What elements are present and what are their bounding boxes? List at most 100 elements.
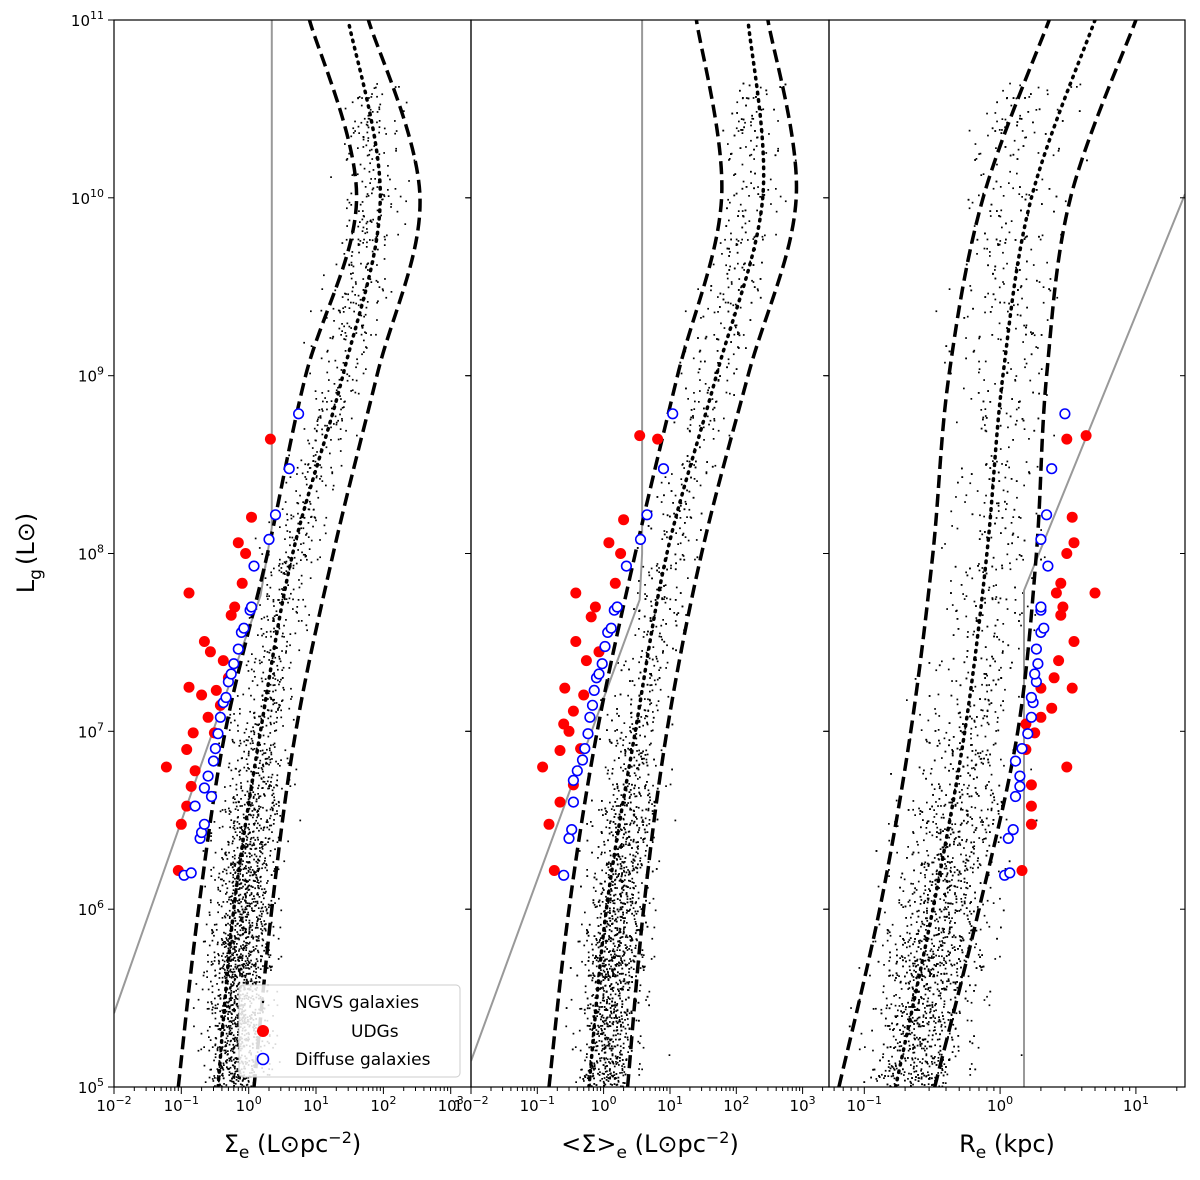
ngvs-point — [339, 428, 342, 430]
ngvs-point — [219, 890, 222, 892]
ngvs-point — [611, 884, 614, 886]
ngvs-point — [297, 549, 299, 551]
ngvs-point — [292, 564, 295, 567]
ngvs-point — [596, 1005, 599, 1007]
ngvs-point — [625, 866, 628, 868]
ngvs-point — [361, 180, 364, 183]
ngvs-point — [267, 698, 269, 700]
ngvs-point — [360, 104, 363, 107]
ngvs-point — [606, 958, 608, 961]
ngvs-point — [586, 939, 588, 942]
ngvs-point — [615, 745, 618, 747]
ngvs-point — [246, 886, 249, 889]
ngvs-point — [242, 929, 244, 931]
ngvs-point — [243, 946, 245, 949]
ngvs-point — [376, 111, 379, 113]
ngvs-point — [250, 747, 253, 750]
ngvs-point — [712, 428, 715, 430]
ngvs-point — [263, 752, 265, 755]
ngvs-point — [623, 763, 625, 765]
ngvs-point — [235, 946, 237, 948]
ngvs-point — [732, 304, 735, 307]
ngvs-point — [236, 1037, 238, 1039]
ngvs-point — [601, 1044, 604, 1047]
ngvs-point — [232, 991, 235, 993]
ngvs-point — [597, 925, 600, 927]
ngvs-point — [231, 892, 234, 895]
ngvs-point — [579, 1008, 581, 1010]
ngvs-point — [233, 947, 236, 949]
ngvs-point — [275, 711, 277, 713]
ngvs-point — [224, 941, 226, 943]
ngvs-point — [234, 917, 236, 920]
ngvs-point — [237, 1034, 239, 1036]
ngvs-point — [700, 317, 702, 319]
ngvs-point — [640, 716, 643, 718]
ngvs-point — [264, 928, 267, 931]
ngvs-point — [586, 1017, 589, 1020]
ngvs-point — [584, 964, 587, 966]
ngvs-point — [264, 929, 267, 932]
ngvs-point — [343, 406, 345, 408]
ngvs-point — [602, 1020, 604, 1022]
ngvs-point — [229, 872, 232, 874]
ngvs-point — [225, 1001, 228, 1003]
ngvs-point — [280, 709, 282, 712]
ngvs-point — [659, 688, 662, 691]
ngvs-point — [222, 1005, 224, 1007]
ngvs-point — [295, 562, 298, 565]
ngvs-point — [598, 1026, 600, 1029]
ngvs-point — [269, 630, 272, 633]
ngvs-point — [246, 979, 248, 982]
ngvs-point — [227, 1050, 229, 1052]
ngvs-point — [737, 346, 739, 348]
ngvs-point — [214, 1007, 217, 1010]
ngvs-point — [206, 976, 208, 978]
ngvs-point — [251, 909, 253, 912]
ngvs-point — [240, 918, 242, 921]
ngvs-point — [595, 943, 598, 946]
ngvs-point — [315, 439, 317, 442]
ngvs-point — [733, 174, 735, 176]
ngvs-point — [615, 1010, 618, 1012]
ngvs-point — [263, 949, 265, 952]
ngvs-point — [276, 841, 279, 843]
ngvs-point — [253, 858, 255, 861]
ngvs-point — [640, 795, 642, 797]
ngvs-point — [591, 1066, 594, 1068]
ngvs-point — [615, 1061, 617, 1063]
ngvs-point — [630, 1035, 632, 1037]
ngvs-point — [219, 1067, 222, 1070]
ngvs-point — [229, 969, 231, 972]
ngvs-point — [225, 991, 227, 994]
ngvs-point — [376, 222, 378, 225]
ngvs-point — [620, 919, 622, 922]
ngvs-point — [381, 93, 384, 96]
ngvs-point — [634, 932, 637, 934]
ngvs-point — [301, 551, 303, 554]
ngvs-point — [607, 1074, 609, 1076]
diffuse-point — [220, 691, 232, 704]
ngvs-point — [357, 304, 360, 307]
ngvs-point — [305, 532, 308, 535]
ngvs-point — [390, 291, 393, 293]
ngvs-point — [237, 1080, 240, 1082]
ngvs-point — [244, 929, 247, 932]
ngvs-point — [595, 938, 598, 940]
ngvs-point — [630, 966, 633, 969]
ngvs-point — [237, 968, 240, 970]
ngvs-point — [222, 901, 225, 903]
ngvs-point — [245, 835, 248, 838]
ngvs-point — [597, 1011, 600, 1013]
ngvs-point — [278, 683, 280, 686]
ngvs-point — [235, 1060, 237, 1063]
ngvs-point — [644, 698, 646, 700]
ngvs-point — [610, 1074, 613, 1077]
ngvs-point — [252, 879, 255, 882]
ngvs-point — [676, 613, 678, 616]
ngvs-point — [359, 163, 362, 166]
ngvs-point — [296, 612, 298, 614]
ngvs-point — [620, 750, 622, 753]
ngvs-point — [651, 729, 654, 732]
ngvs-point — [625, 736, 627, 738]
